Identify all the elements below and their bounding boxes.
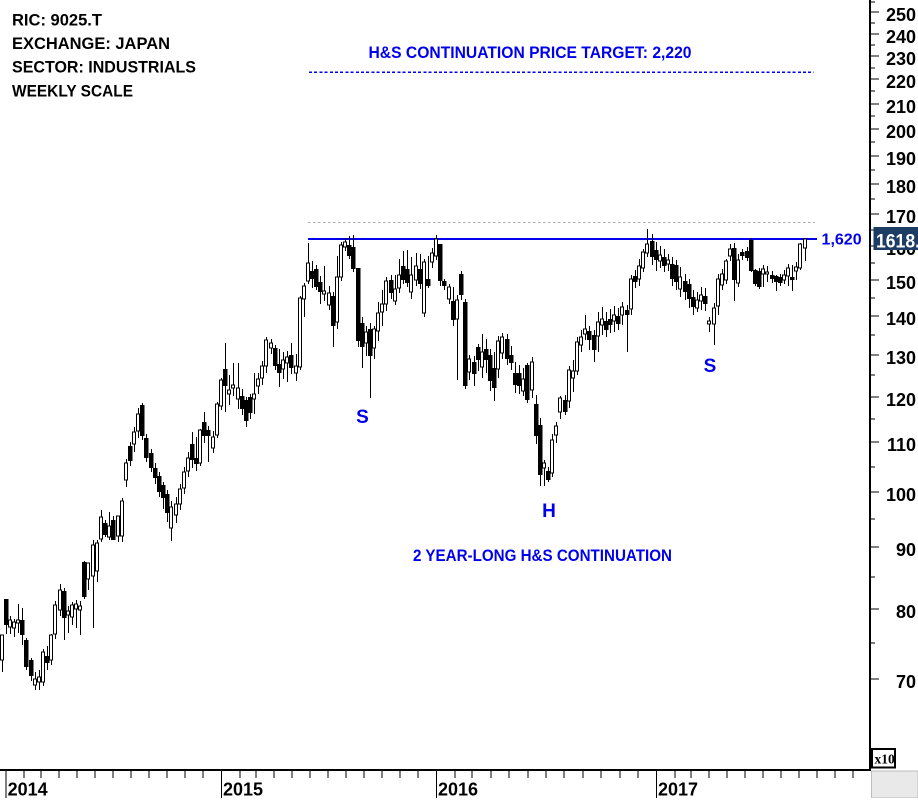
svg-text:S: S xyxy=(704,356,717,377)
svg-text:110: 110 xyxy=(887,435,916,455)
svg-text:70: 70 xyxy=(896,672,916,692)
svg-text:210: 210 xyxy=(886,97,916,117)
svg-text:RIC: 9025.T: RIC: 9025.T xyxy=(12,10,103,29)
svg-text:H&S CONTINUATION PRICE TARGET:: H&S CONTINUATION PRICE TARGET: 2,220 xyxy=(369,43,692,62)
svg-text:1,620: 1,620 xyxy=(822,232,862,249)
svg-text:170: 170 xyxy=(886,207,916,227)
svg-text:230: 230 xyxy=(886,49,916,69)
svg-text:2 YEAR-LONG H&S CONTINUATION: 2 YEAR-LONG H&S CONTINUATION xyxy=(413,546,672,565)
svg-text:SECTOR: INDUSTRIALS: SECTOR: INDUSTRIALS xyxy=(12,58,196,77)
svg-text:120: 120 xyxy=(886,390,916,410)
svg-text:200: 200 xyxy=(886,122,916,142)
svg-text:150: 150 xyxy=(886,273,916,293)
svg-text:2014: 2014 xyxy=(8,780,48,799)
svg-text:1618.: 1618. xyxy=(876,232,918,253)
svg-text:EXCHANGE: JAPAN: EXCHANGE: JAPAN xyxy=(12,34,170,53)
svg-text:240: 240 xyxy=(886,27,916,47)
svg-text:130: 130 xyxy=(886,348,916,368)
svg-text:WEEKLY SCALE: WEEKLY SCALE xyxy=(12,82,133,101)
svg-text:x10: x10 xyxy=(875,752,896,767)
svg-text:2016: 2016 xyxy=(438,780,478,799)
svg-text:140: 140 xyxy=(886,309,916,329)
svg-text:80: 80 xyxy=(896,602,916,622)
svg-text:S: S xyxy=(356,407,369,428)
svg-text:H: H xyxy=(542,501,556,522)
svg-text:220: 220 xyxy=(886,72,916,92)
svg-text:190: 190 xyxy=(886,149,916,169)
svg-text:100: 100 xyxy=(886,485,916,505)
svg-text:2017: 2017 xyxy=(658,780,698,799)
svg-text:2015: 2015 xyxy=(223,780,263,799)
svg-text:90: 90 xyxy=(896,540,916,560)
svg-text:180: 180 xyxy=(886,177,916,197)
svg-text:250: 250 xyxy=(886,5,916,25)
